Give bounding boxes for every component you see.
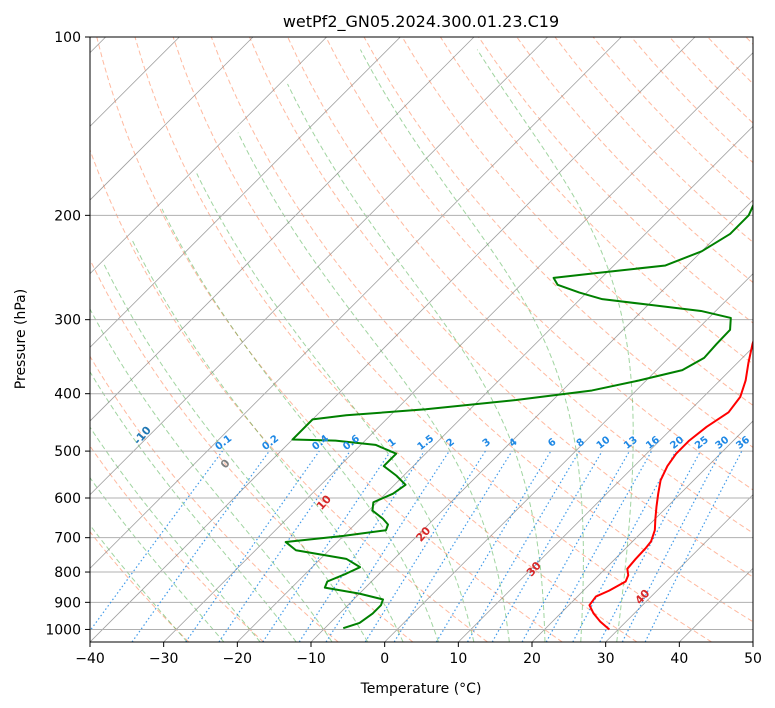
x-tick-label: −40: [75, 651, 105, 667]
isotherm-line: [90, 37, 696, 642]
y-tick-label: 200: [54, 208, 81, 224]
dry-adiabat-line: [172, 37, 712, 642]
y-tick-label: 900: [54, 595, 81, 611]
isotherm-line: [605, 494, 753, 642]
y-tick-label: 800: [54, 565, 81, 581]
moist-adiabat-line: [90, 524, 188, 642]
dry-adiabat-line: [439, 37, 753, 365]
y-tick-label: 700: [54, 531, 81, 547]
x-tick-label: 50: [744, 651, 762, 667]
dry-adiabat-line: [210, 37, 753, 623]
mixing-ratio-line: [325, 450, 450, 642]
mixing-ratio-line: [218, 450, 351, 642]
plot-area: 0.10.20.40.611.52346810131620253036-100-…: [90, 37, 753, 642]
moist-adiabat-line: [90, 476, 225, 642]
moist-adiabat-line: [90, 308, 333, 642]
x-axis-label: Temperature (°C): [360, 681, 482, 697]
y-axis-label: Pressure (hPa): [13, 289, 29, 389]
y-tick-label: 500: [54, 444, 81, 460]
dry-adiabat-line: [90, 148, 488, 642]
axes: −40 −30 −20 −10 0 10 20 30 40 50 100 200 300 400 500 60…: [45, 30, 762, 667]
x-tick-label: 30: [597, 651, 615, 667]
isotherm-line: [90, 37, 622, 569]
dry-adiabat-line: [134, 37, 638, 642]
y-tick-label: 1000: [45, 622, 81, 638]
x-tick-label: −10: [296, 651, 326, 667]
x-tick-label: −20: [223, 651, 253, 667]
mixing-ratio-line: [393, 450, 513, 642]
dewpoint-profile: [284, 203, 753, 630]
mixing-ratio-line: [572, 450, 677, 642]
isotherm-line: [384, 273, 753, 642]
moist-adiabat-line: [90, 426, 261, 642]
moist-adiabat-line: [131, 239, 404, 642]
mixing-ratio-line: [644, 450, 743, 642]
moist-adiabat-line: [287, 83, 546, 642]
moist-adiabat-line: [476, 49, 634, 642]
isotherm-line: [458, 346, 753, 642]
isotherm-line: [90, 37, 327, 275]
x-tick-label: −30: [149, 651, 179, 667]
isotherm-line: [310, 199, 753, 642]
dry-adiabat-line: [516, 37, 753, 284]
dry-adiabat-line: [96, 37, 563, 642]
isotherm-line: [237, 125, 753, 642]
x-tick-label: 20: [523, 651, 541, 667]
dry-adiabat-line: [401, 37, 753, 406]
dry-adiabat-line: [90, 445, 264, 642]
dry-adiabat-line: [249, 37, 753, 578]
isotherm-line: [531, 420, 753, 642]
moist-adiabat-line: [161, 208, 439, 642]
x-tick-label: 10: [449, 651, 467, 667]
isotherm-line: [90, 37, 548, 496]
isotherm-line: [90, 37, 401, 348]
mixing-ratio-line: [545, 450, 653, 642]
mixing-ratio-line: [298, 450, 425, 642]
dry-adiabat-line: [90, 258, 414, 642]
mixing-ratio-line: [185, 450, 320, 642]
y-tick-label: 400: [54, 387, 81, 403]
plot-frame: [89, 36, 754, 643]
y-tick-label: 100: [54, 30, 81, 46]
mixing-ratio-line: [262, 450, 392, 642]
mixing-ratio-line: [521, 450, 631, 642]
dry-adiabat-line: [90, 355, 339, 642]
temperature-profile: [588, 339, 753, 631]
dry-adiabat-line: [325, 37, 753, 491]
mixing-ratio-line: [90, 450, 223, 632]
y-tick-label: 300: [54, 313, 81, 329]
isotherm-line: [90, 37, 475, 422]
mixing-ratio-line: [131, 450, 270, 642]
dry-adiabat-line: [90, 531, 190, 642]
x-tick-label: 40: [670, 651, 688, 667]
isotherm-line: [163, 52, 753, 642]
chart-title: wetPf2_GN05.2024.300.01.23.C19: [283, 12, 559, 32]
x-tick-label: 0: [380, 651, 389, 667]
y-tick-label: 600: [54, 491, 81, 507]
isotherm-line: [90, 37, 254, 201]
